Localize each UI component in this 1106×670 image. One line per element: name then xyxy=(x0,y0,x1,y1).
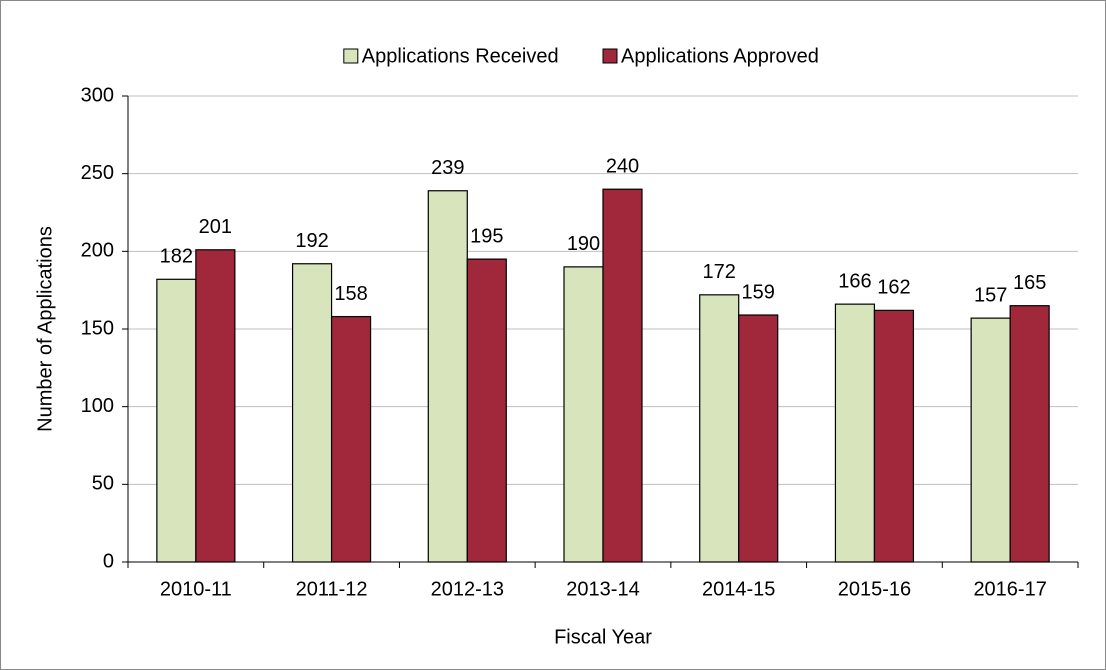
x-tick-label: 2014-15 xyxy=(702,578,775,600)
bar xyxy=(330,315,372,563)
data-label: 192 xyxy=(295,230,328,252)
bar xyxy=(427,190,468,563)
x-tick-label: 2010-11 xyxy=(160,578,232,600)
data-label: 239 xyxy=(431,157,464,179)
bar xyxy=(738,314,779,563)
y-tick-label: 0 xyxy=(103,550,114,572)
x-tick-label: 2015-16 xyxy=(838,578,911,600)
data-label: 195 xyxy=(470,225,503,247)
bar xyxy=(602,188,643,563)
bar xyxy=(466,258,507,563)
data-label: 158 xyxy=(334,283,367,305)
bar xyxy=(873,309,915,563)
bar xyxy=(1009,305,1050,563)
data-label: 240 xyxy=(606,155,639,177)
data-label: 172 xyxy=(703,261,736,283)
x-tick-label: 2016-17 xyxy=(973,578,1046,600)
x-tick-label: 2011-12 xyxy=(296,578,368,600)
y-tick-label: 250 xyxy=(81,162,114,184)
legend-label: Applications Approved xyxy=(621,45,819,67)
data-label: 190 xyxy=(567,233,600,255)
y-tick-label: 150 xyxy=(81,317,114,339)
bar xyxy=(291,263,333,563)
x-tick-label: 2012-13 xyxy=(431,578,504,600)
x-tick-label: 2013-14 xyxy=(566,578,639,600)
bar xyxy=(699,294,740,563)
data-label: 157 xyxy=(974,284,1007,306)
y-tick-label: 50 xyxy=(92,473,114,495)
x-axis-label: Fiscal Year xyxy=(554,626,652,648)
legend-swatch xyxy=(602,48,618,64)
y-axis-label: Number of Applications xyxy=(34,226,56,432)
y-tick-label: 100 xyxy=(81,395,114,417)
bar xyxy=(156,278,197,563)
data-label: 165 xyxy=(1013,272,1046,294)
y-tick-label: 200 xyxy=(81,240,114,262)
bar xyxy=(563,266,604,563)
data-label: 166 xyxy=(838,270,871,292)
legend-swatch xyxy=(343,48,359,64)
data-label: 162 xyxy=(877,277,910,299)
data-label: 182 xyxy=(160,246,193,268)
data-label: 201 xyxy=(199,216,232,238)
bar xyxy=(195,249,236,563)
data-label: 159 xyxy=(742,281,775,303)
bar xyxy=(834,303,876,563)
y-tick-label: 300 xyxy=(81,84,114,106)
legend-label: Applications Received xyxy=(362,45,559,67)
bar xyxy=(970,317,1011,563)
